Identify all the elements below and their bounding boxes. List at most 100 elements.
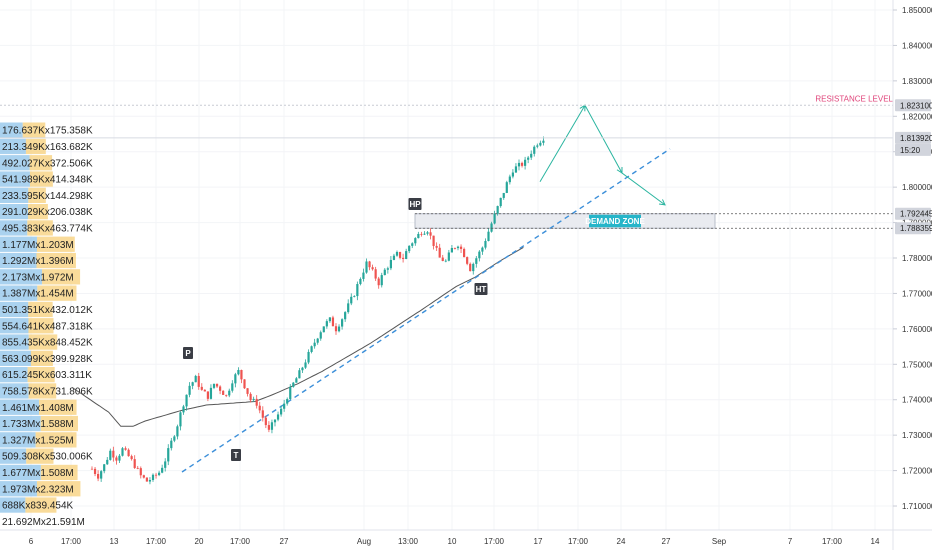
y-tick-label: 1.780000	[902, 254, 932, 263]
candle-body	[395, 251, 399, 256]
zone-top-price-tag: 1.792445	[900, 210, 932, 219]
volume-sell-bar	[26, 448, 54, 464]
candle-body	[148, 480, 152, 482]
volume-buy-bar	[0, 497, 26, 513]
candle-body	[154, 474, 158, 476]
candle-body	[405, 251, 408, 259]
candle-body	[429, 232, 432, 236]
candle-body	[386, 268, 389, 270]
volume-profile-label: 615.245Kx603.311K	[2, 370, 92, 381]
candle-body	[475, 258, 478, 264]
candle-body	[502, 192, 505, 198]
candle-body	[295, 378, 298, 383]
candle-body	[322, 326, 325, 333]
candle-body	[112, 450, 115, 458]
candle-body	[209, 387, 213, 399]
volume-profile-label: 1.387Mx1.454M	[2, 289, 74, 300]
candle-body	[97, 473, 100, 479]
candle-body	[276, 414, 280, 420]
candle-body	[237, 370, 240, 375]
candle-body	[347, 303, 350, 313]
volume-sell-bar	[29, 155, 53, 171]
volume-buy-bar	[0, 481, 37, 497]
candle-body	[505, 182, 508, 193]
candle-body	[517, 162, 521, 167]
candle-body	[350, 296, 353, 304]
candle-body	[103, 464, 106, 472]
candle-body	[441, 257, 444, 261]
volume-profile-label: 758.578Kx731.806K	[2, 386, 93, 397]
candle-body	[374, 269, 377, 279]
volume-buy-bar	[0, 448, 27, 464]
candle-body	[472, 263, 475, 272]
current-price-tag: 1.813920	[900, 134, 932, 143]
y-tick-label: 1.740000	[902, 396, 932, 405]
candle-body	[255, 398, 258, 406]
volume-buy-bar	[0, 399, 39, 415]
demand-zone-label: DEMAND ZONE	[585, 217, 645, 226]
candle-body	[496, 206, 499, 214]
volume-profile-label: 21.692Mx21.591M	[2, 517, 85, 528]
volume-sell-bar	[37, 285, 77, 301]
candle-body	[188, 385, 191, 395]
candle-body	[371, 267, 374, 270]
candle-body	[243, 379, 246, 389]
candle-body	[453, 247, 457, 249]
demand-zone-tag	[589, 214, 641, 228]
volume-buy-bar	[0, 252, 37, 269]
projection-arrowhead-target	[658, 199, 666, 206]
candle-body	[100, 471, 103, 479]
zone-bottom-price-tag-bg	[895, 222, 931, 235]
candle-body	[130, 456, 133, 460]
volume-buy-bar	[0, 122, 23, 138]
x-tick-label: 10	[448, 537, 457, 546]
plot-background	[0, 0, 893, 530]
volume-buy-bar	[0, 220, 28, 236]
volume-profile-label: 563.099Kx399.928K	[2, 354, 93, 365]
volume-buy-bar	[0, 415, 41, 432]
x-tick-label: 27	[280, 537, 289, 546]
candle-body	[273, 419, 277, 423]
trendline	[181, 148, 671, 473]
candle-body	[408, 245, 411, 252]
x-tick-label: Aug	[357, 537, 371, 546]
candle-body	[301, 367, 304, 371]
candle-body	[267, 425, 270, 430]
candle-body	[167, 448, 170, 462]
current-price-tag-bg	[895, 131, 931, 144]
candle-body	[106, 459, 109, 465]
y-tick-label: 1.730000	[902, 431, 932, 440]
candle-body	[444, 260, 447, 262]
candle-body	[261, 410, 264, 418]
candle-body	[252, 398, 255, 401]
y-tick-label: 1.720000	[902, 467, 932, 476]
volume-buy-bar	[0, 138, 26, 155]
volume-profile-label: 176.637Kx175.358K	[2, 126, 93, 137]
price-axis[interactable]: 1.8500001.8400001.8300001.8200001.810000…	[893, 6, 932, 511]
candle-body	[161, 467, 164, 473]
x-tick-label: 17:00	[484, 537, 505, 546]
x-tick-label: 17:00	[146, 537, 167, 546]
volume-sell-bar	[25, 497, 57, 513]
candle-body	[536, 145, 539, 147]
candle-body	[530, 153, 533, 158]
volume-buy-bar	[0, 155, 30, 171]
volume-profile-label: 213.349Kx163.682K	[2, 142, 93, 153]
swing-marker-label: T	[234, 451, 239, 460]
volume-buy-bar	[0, 367, 28, 383]
candle-body	[179, 412, 182, 427]
candle-body	[380, 275, 383, 286]
volume-buy-bar	[0, 301, 29, 318]
volume-profile-label: 291.029Kx206.038K	[2, 207, 93, 218]
candle-body	[359, 278, 362, 285]
candle-body	[325, 321, 328, 327]
time-axis[interactable]: 6 17:00 13 17:00 20 17:00 27 Aug 13:00 10 17:00 17 1…	[29, 537, 880, 546]
candle-body	[139, 468, 142, 476]
candle-body	[542, 140, 545, 143]
candle-body	[164, 461, 167, 468]
volume-profile-label: 509.308Kx530.006K	[2, 452, 93, 463]
x-tick-label: 24	[617, 537, 626, 546]
candle-body	[398, 251, 402, 258]
